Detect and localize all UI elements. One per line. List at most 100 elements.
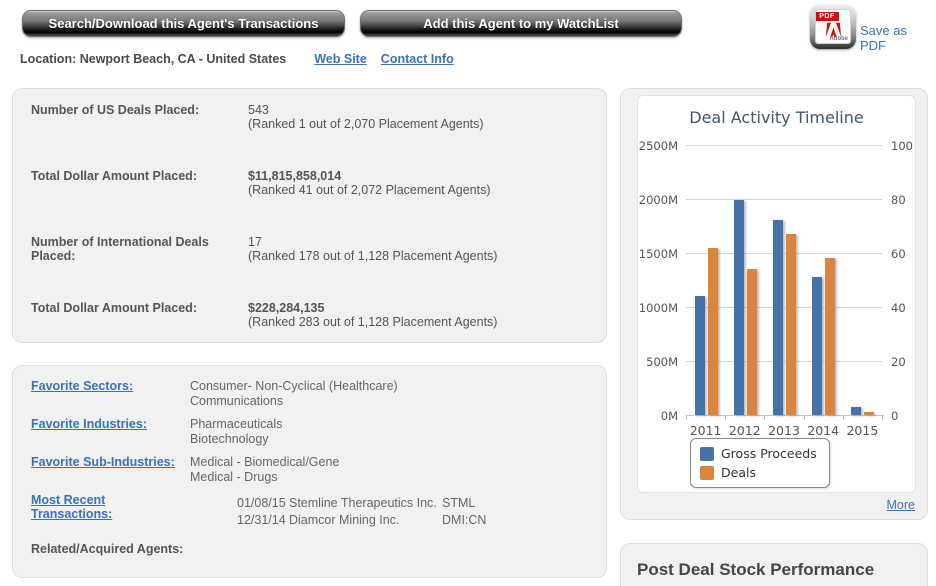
adobe-brand-text: Adobe [829,36,848,42]
y-axis-left-tick-label: 2500M [638,139,678,153]
legend-item-deals[interactable]: Deals [700,463,817,482]
pdf-page-graphic: PDF Adobe [815,9,851,44]
bar-gross-proceeds-2013 [773,220,783,415]
legend-item-gross-proceeds[interactable]: Gross Proceeds [700,444,817,463]
x-axis-category-label: 2011 [689,423,722,438]
y-axis-right-tick-label: 60 [891,247,906,261]
bar-deals-2015 [864,412,875,415]
stat-value: 543 (Ranked 1 out of 2,070 Placement Agen… [248,103,596,131]
y-axis-right-tick-label: 80 [891,193,906,207]
x-axis-tick [725,416,727,420]
favorites-panel: Favorite Sectors: Consumer- Non-Cyclical … [12,365,607,578]
deal-stats-panel: Number of US Deals Placed: 543 (Ranked 1 o… [12,88,607,343]
y-axis-right-tick-label: 0 [891,409,899,423]
stat-value: $11,815,858,014 (Ranked 41 out of 2,072 P… [248,169,596,197]
bar-gross-proceeds-2015 [851,407,862,415]
stat-row: Total Dollar Amount Placed: $228,284,135(… [31,301,596,329]
transaction-company: Stemline Therapeutics Inc. [289,496,437,510]
bar-gross-proceeds-2014 [812,276,823,415]
stat-value: 17 (Ranked 178 out of 1,128 Placement Age… [248,235,596,263]
legend-item-label: Deals [721,465,756,480]
y-axis-left-tick-label: 1000M [638,301,678,315]
pdf-icon[interactable]: PDF Adobe [810,5,856,49]
favorite-value: Biotechnology [190,432,269,446]
bar-deals-2013 [786,234,796,415]
x-axis-tick [882,416,883,420]
legend-swatch-icon [700,446,714,461]
most-recent-transactions-link[interactable]: Most Recent Transactions: [31,493,113,521]
pdf-badge-label: PDF [816,12,839,21]
y-axis-left-tick-label: 500M [646,355,678,369]
favorite-section-values: Pharmaceuticals Biotechnology [190,417,596,447]
stat-rank-text: (Ranked 178 out of 1,128 Placement Agent… [248,249,498,263]
stat-value-text: 17 [248,235,262,249]
bar-gross-proceeds-2012 [733,200,744,415]
stat-row: Number of US Deals Placed: 543 (Ranked 1 o… [31,103,596,131]
x-axis-tick [686,416,687,420]
save-as-pdf-link[interactable]: Save as PDF [860,23,907,53]
deal-activity-chart: Deal Activity Timeline 0M 0 500M 20 1000M 40 1… [637,95,916,493]
favorite-section-row: Favorite Industries: Pharmaceuticals Biote… [31,417,596,447]
y-axis-right-tick-label: 40 [891,301,906,315]
x-axis-tick [764,416,766,420]
legend-swatch-icon [700,465,714,480]
stat-row: Number of International Deals Placed: 17(… [31,235,596,263]
y-axis-left-tick-label: 2000M [638,193,678,207]
y-axis-right-tick-label: 20 [891,355,906,369]
recent-transactions-row: Most Recent Transactions: 01/08/15 Stemlin… [31,493,596,527]
transaction-date: 01/08/15 [237,496,286,510]
stat-label: Number of International Deals Placed: [31,235,209,263]
favorite-section-link[interactable]: Favorite Sub-Industries: [31,455,175,469]
favorite-section-values: Medical - Biomedical/Gene Medical - Drugs [190,455,596,485]
x-axis-category-label: 2014 [807,423,840,438]
y-axis-left-tick-label: 1500M [638,247,678,261]
x-axis-category-label: 2013 [768,423,800,438]
favorite-value: Communications [190,394,284,408]
chart-legend: Gross Proceeds Deals [690,438,830,488]
transaction-date: 12/31/14 [237,513,286,527]
favorite-value: Medical - Drugs [190,470,278,484]
web-site-link[interactable]: Web Site [314,52,367,66]
stat-rank-text: (Ranked 283 out of 1,128 Placement Agent… [248,315,498,329]
related-agents-row: Related/Acquired Agents: [31,542,596,556]
chart-gridline [686,253,882,254]
search-download-transactions-button[interactable]: Search/Download this Agent's Transaction… [22,10,345,37]
favorite-value: Consumer- Non-Cyclical (Healthcare) [190,379,398,393]
x-axis-line [686,415,884,416]
y-axis-right-tick-label: 100 [891,139,913,153]
x-axis-tick [803,416,805,420]
stat-label: Number of US Deals Placed: [31,103,200,117]
transaction-row: 01/08/15 Stemline Therapeutics Inc. STML [237,495,486,512]
location-row: Location: Newport Beach, CA - United Sta… [20,52,454,66]
adobe-logo-icon [825,22,842,38]
transaction-row: 12/31/14 Diamcor Mining Inc. DMI:CN [237,512,486,529]
favorite-section-link[interactable]: Favorite Sectors: [31,379,134,393]
post-deal-stock-performance-panel: Post Deal Stock Performance [620,543,928,586]
y-axis-left-tick-label: 0M [660,409,678,423]
favorite-section-link[interactable]: Favorite Industries: [31,417,147,431]
stat-row: Total Dollar Amount Placed: $11,815,858,0… [31,169,596,197]
chart-gridline [686,361,882,362]
stat-value-text: $228,284,135 [248,301,325,315]
x-axis-category-label: 2015 [846,423,879,438]
favorite-value: Medical - Biomedical/Gene [190,455,340,469]
x-axis-category-label: 2012 [728,423,761,438]
stat-value-text: $11,815,858,014 [248,169,342,183]
transaction-ticker: STML [442,496,476,510]
add-to-watchlist-button[interactable]: Add this Agent to my WatchList [360,10,682,37]
stat-value: $228,284,135 (Ranked 283 out of 1,128 Pla… [248,301,596,329]
chart-gridline [686,307,882,308]
stat-value-text: 543 [248,103,269,117]
stat-rank-text: (Ranked 1 out of 2,070 Placement Agents) [248,117,484,131]
bar-deals-2014 [825,258,836,415]
contact-info-link[interactable]: Contact Info [380,52,454,66]
stat-label: Total Dollar Amount Placed: [31,301,197,315]
x-axis-tick [842,416,844,420]
more-link[interactable]: More [886,498,915,512]
stat-label: Total Dollar Amount Placed: [31,169,197,183]
chart-gridline [686,145,882,146]
post-deal-title: Post Deal Stock Performance [637,560,875,579]
transaction-company: Diamcor Mining Inc. [289,513,400,527]
transactions-list: 01/08/15 Stemline Therapeutics Inc. STML 12… [237,495,486,529]
